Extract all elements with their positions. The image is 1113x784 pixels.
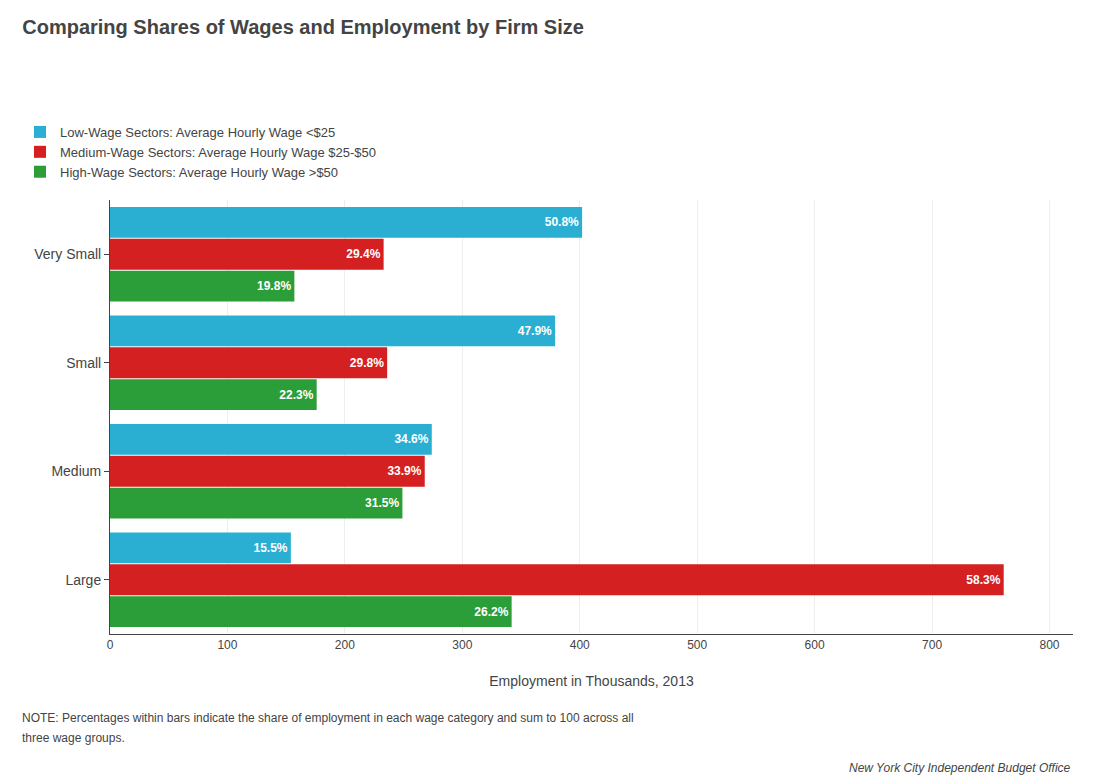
svg-text:700: 700 [922, 638, 942, 652]
svg-text:500: 500 [687, 638, 707, 652]
svg-text:Small: Small [66, 355, 101, 371]
svg-text:NOTE: Percentages within bars: NOTE: Percentages within bars indicate t… [22, 711, 634, 725]
svg-text:26.2%: 26.2% [474, 605, 508, 619]
svg-text:800: 800 [1039, 638, 1059, 652]
svg-text:High-Wage Sectors: Average Hou: High-Wage Sectors: Average Hourly Wage >… [60, 165, 338, 180]
svg-text:Low-Wage Sectors: Average Hour: Low-Wage Sectors: Average Hourly Wage <$… [60, 125, 335, 140]
svg-text:Employment in Thousands, 2013: Employment in Thousands, 2013 [489, 673, 694, 689]
svg-text:Large: Large [65, 572, 101, 588]
svg-text:200: 200 [335, 638, 355, 652]
svg-text:0: 0 [107, 638, 114, 652]
svg-text:400: 400 [570, 638, 590, 652]
svg-text:34.6%: 34.6% [394, 432, 428, 446]
svg-text:15.5%: 15.5% [254, 541, 288, 555]
svg-text:New York City Independent Budg: New York City Independent Budget Office [849, 761, 1071, 775]
svg-text:50.8%: 50.8% [545, 215, 579, 229]
svg-text:300: 300 [452, 638, 472, 652]
svg-text:Very Small: Very Small [34, 246, 101, 262]
svg-text:58.3%: 58.3% [966, 573, 1000, 587]
svg-text:Comparing Shares of Wages and: Comparing Shares of Wages and Employment… [22, 16, 584, 38]
svg-text:three wage groups.: three wage groups. [22, 731, 125, 745]
svg-text:19.8%: 19.8% [257, 279, 291, 293]
svg-text:22.3%: 22.3% [279, 388, 313, 402]
svg-text:100: 100 [217, 638, 237, 652]
svg-text:Medium-Wage Sectors: Average H: Medium-Wage Sectors: Average Hourly Wage… [60, 145, 376, 160]
svg-text:600: 600 [805, 638, 825, 652]
svg-text:29.4%: 29.4% [346, 247, 380, 261]
svg-text:Medium: Medium [51, 463, 101, 479]
svg-text:47.9%: 47.9% [518, 324, 552, 338]
svg-text:31.5%: 31.5% [365, 496, 399, 510]
svg-text:29.8%: 29.8% [350, 356, 384, 370]
svg-text:33.9%: 33.9% [387, 464, 421, 478]
